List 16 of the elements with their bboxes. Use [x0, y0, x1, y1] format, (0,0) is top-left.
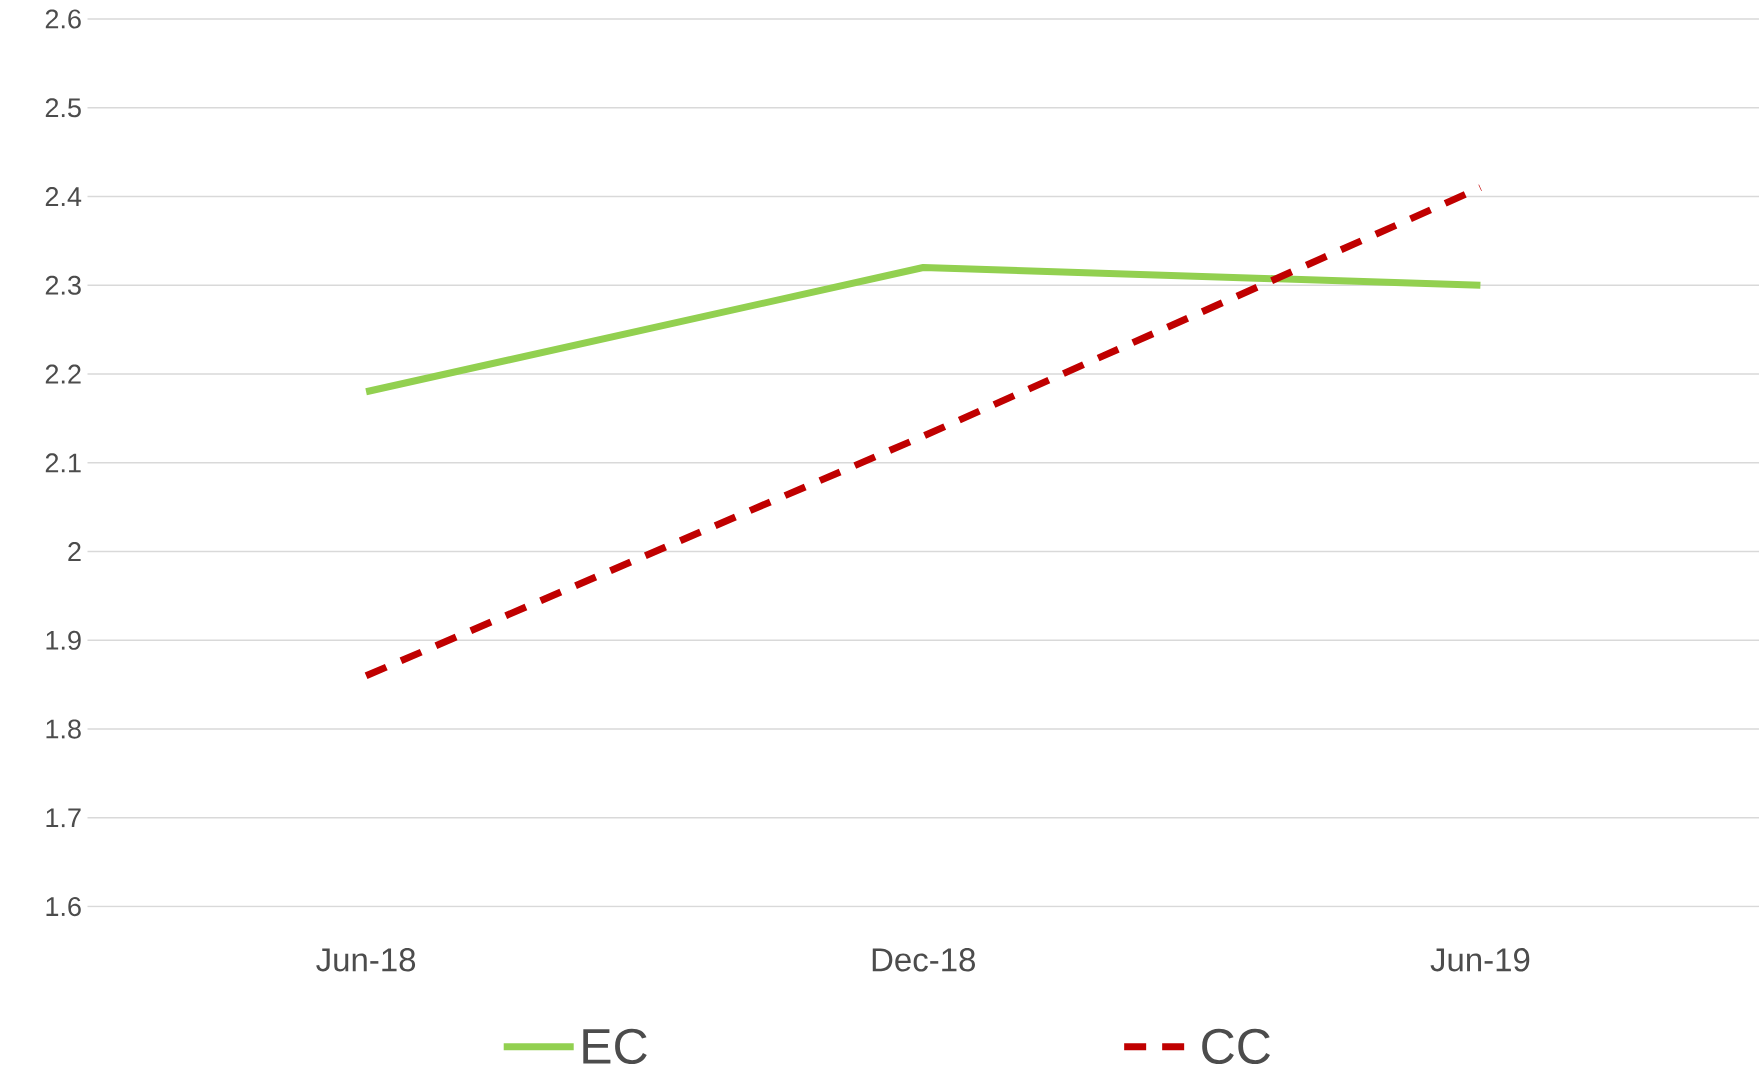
y-tick-label: 2.1	[45, 453, 81, 473]
x-tick-label: Jun-19	[1430, 948, 1530, 972]
x-tick-label: Dec-18	[872, 948, 975, 972]
y-tick-label: 1.9	[46, 630, 81, 650]
y-tick-label: 2.6	[45, 9, 81, 29]
y-tick-label: 2.2	[45, 364, 81, 384]
x-tick-label: Jun-18	[316, 948, 416, 972]
legend-label: CC	[1202, 1028, 1270, 1065]
y-tick-label: 2.3	[45, 275, 81, 295]
y-tick-label: 2	[68, 542, 81, 561]
y-tick-label: 1.7	[46, 808, 81, 828]
legend-label: EC	[583, 1028, 647, 1065]
y-tick-label: 1.8	[46, 719, 81, 739]
y-tick-label: 1.6	[46, 897, 81, 917]
y-tick-label: 2.4	[45, 187, 82, 206]
y-tick-label: 2.5	[45, 98, 81, 118]
